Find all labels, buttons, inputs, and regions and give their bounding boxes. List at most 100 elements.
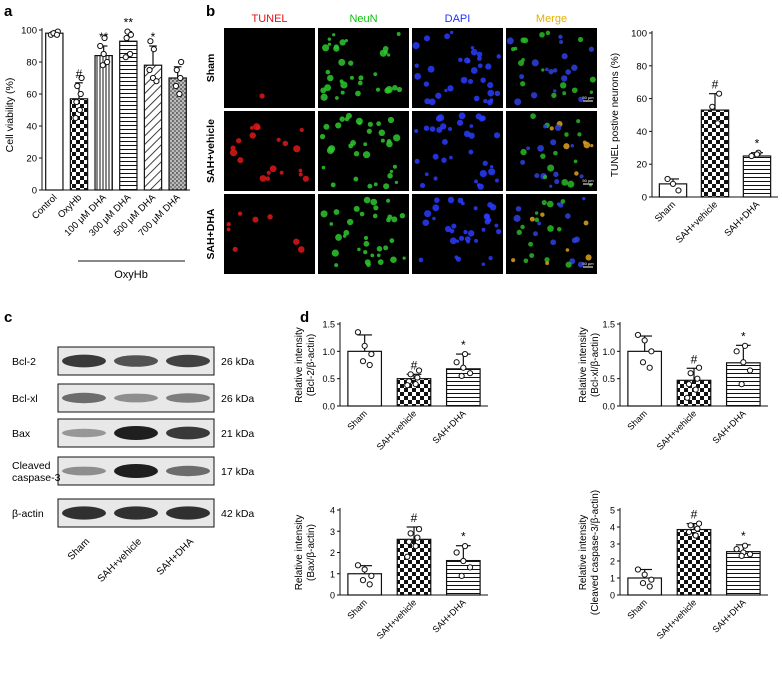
micro-cell	[358, 75, 364, 81]
panel-label-c: c	[4, 309, 12, 326]
chart-d4-data-point	[738, 552, 745, 560]
micro-cell	[373, 205, 379, 211]
micro-cell	[489, 165, 494, 169]
micro-cell	[546, 200, 554, 208]
micro-cell	[515, 206, 522, 212]
micro-cell	[333, 209, 340, 215]
micro-cell	[565, 69, 571, 75]
blot-band	[62, 466, 106, 476]
micro-cell	[236, 138, 242, 144]
micro-cell	[259, 175, 267, 182]
micro-cell	[320, 210, 328, 218]
micro-cell	[373, 72, 378, 77]
chart-d1-ylabel: Relative intensity	[294, 327, 305, 403]
micro-cell	[434, 197, 440, 203]
micro-cell	[547, 164, 555, 172]
chart-a-data-point	[72, 114, 79, 122]
blot-lane-label: SAH+vehicle	[96, 536, 145, 585]
micro-cell	[520, 148, 527, 156]
micro-cell	[327, 74, 334, 82]
micro-cell	[474, 238, 479, 243]
micro-cell	[523, 258, 529, 264]
micro-cell	[355, 90, 361, 97]
chart-d3-data-point	[368, 572, 375, 579]
micro-cell	[387, 214, 393, 220]
chart-d3-bar	[347, 573, 383, 596]
micro-cell	[324, 84, 332, 92]
chart-a-data-point	[53, 31, 61, 38]
micro-cell	[539, 31, 545, 38]
tunel-micrograph-grid: TUNEL NeuN DAPI Merge Sham 50 µm SAH+vehicle 50…	[205, 13, 597, 274]
micro-cell	[255, 125, 261, 130]
chart-b-data-point	[669, 180, 677, 187]
micro-cell	[470, 67, 478, 74]
chart-b-data-point	[715, 90, 723, 97]
micro-cell	[585, 254, 592, 261]
chart-a-significance: *	[151, 30, 156, 44]
blot-kda-label: 26 kDa	[221, 356, 254, 368]
micro-cell	[449, 237, 457, 245]
micro-cell	[367, 121, 373, 127]
micro-cell	[482, 160, 488, 166]
chart-a-data-point	[177, 74, 184, 82]
micro-cell	[344, 116, 350, 122]
micro-cell	[578, 96, 584, 103]
chart-d4-data-point	[695, 520, 703, 527]
chart-d1-category-label: Sham	[345, 408, 369, 432]
chart-a-data-point	[153, 78, 160, 85]
chart-a-data-point	[101, 34, 108, 42]
chart-d3-data-point	[458, 572, 465, 579]
micro-cell	[506, 37, 514, 45]
micro-cell	[339, 39, 346, 46]
chart-d2-ylabel: (Bcl-xl/β-actin)	[590, 333, 601, 397]
micro-cell	[563, 143, 570, 150]
chart-d2-data-point	[692, 386, 699, 393]
chart-b-category-label: Sham	[653, 199, 678, 224]
chart-a-ytick-label: 100	[21, 26, 37, 37]
micro-cell	[481, 262, 486, 267]
chart-d4-data-point	[687, 522, 694, 529]
micro-cell	[444, 33, 451, 40]
chart-a-data-point	[147, 38, 154, 45]
micro-cell	[396, 86, 403, 93]
micro-cell	[534, 217, 540, 223]
chart-d2-data-point	[741, 342, 749, 349]
micro-cell	[486, 217, 492, 223]
micro-cell	[237, 157, 244, 164]
micro-cell	[320, 93, 328, 101]
micro-cell	[357, 121, 362, 125]
chart-d2-data-point	[648, 348, 655, 355]
blot-row-label: Bax	[12, 428, 31, 440]
micro-cell	[479, 169, 487, 178]
chart-d3-significance: *	[461, 530, 466, 544]
chart-d1-data-point	[414, 374, 421, 381]
micro-cell	[477, 56, 482, 61]
chart-d4-bar	[725, 551, 761, 596]
chart-b-data-point	[748, 152, 755, 160]
micro-cell	[340, 90, 345, 95]
chart-d3-data-point	[359, 577, 367, 584]
blot-band	[166, 426, 210, 440]
micro-cell	[449, 30, 454, 35]
micro-cell	[542, 174, 548, 180]
chart-d3-data-point	[354, 562, 362, 569]
micro-cell	[534, 211, 539, 215]
micro-cell	[375, 87, 381, 92]
micro-cell	[488, 255, 493, 261]
micro-cell	[252, 216, 259, 223]
chart-a-significance: **	[99, 30, 109, 44]
micro-cell	[511, 258, 516, 263]
chart-d4-category-label: SAH+vehicle	[655, 597, 699, 641]
micro-cell	[392, 164, 397, 169]
micro-cell	[364, 259, 371, 266]
micro-cell	[366, 128, 372, 134]
blot-kda-label: 42 kDa	[221, 508, 254, 520]
micrograph-tile	[318, 28, 409, 108]
micro-cell	[385, 86, 393, 94]
micro-cell	[447, 196, 455, 204]
micro-cell	[561, 75, 568, 82]
micro-cell	[423, 81, 430, 87]
micro-column-label: Merge	[536, 13, 567, 25]
blot-band	[114, 426, 158, 440]
blot-band	[166, 465, 210, 477]
